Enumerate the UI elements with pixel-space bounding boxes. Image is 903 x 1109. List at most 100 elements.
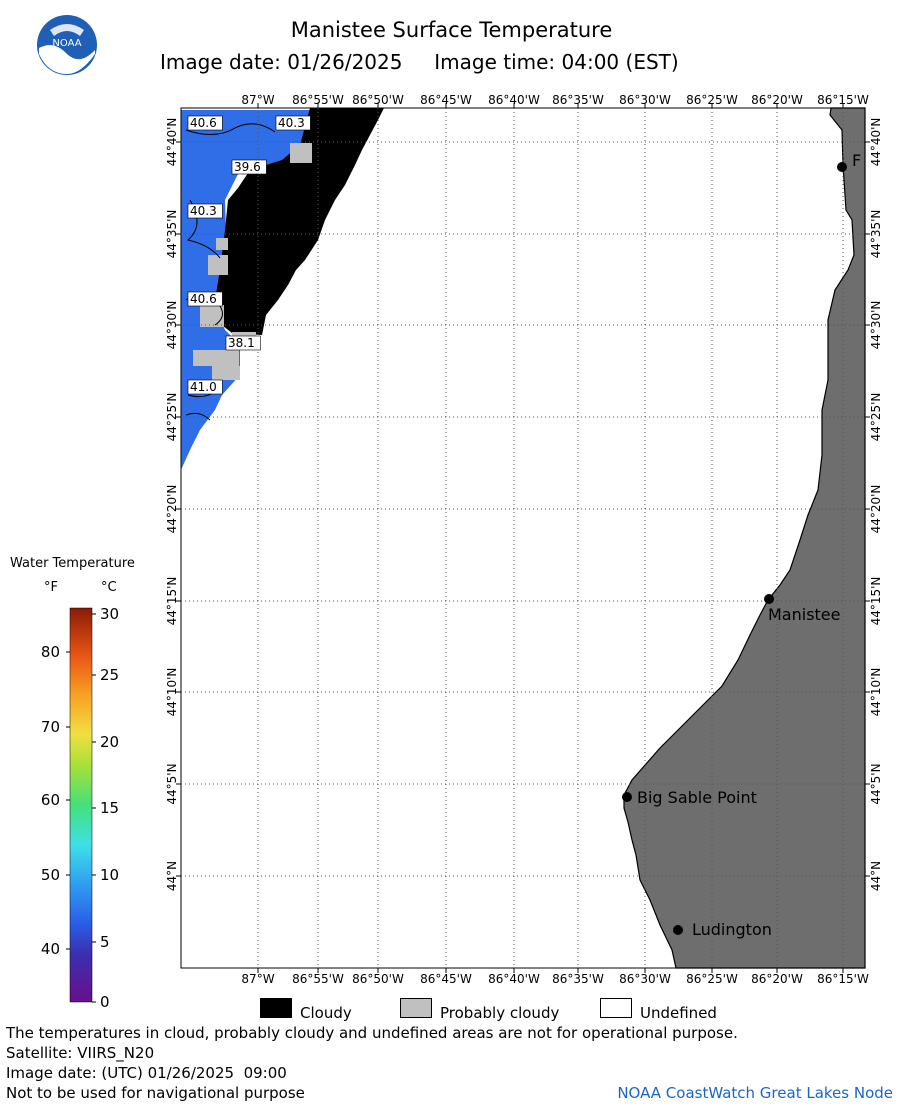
lon-label-bottom: 86°35'W bbox=[552, 972, 604, 986]
colorbar-c-label: 0 bbox=[100, 993, 110, 1011]
colorbar-c-label: 25 bbox=[100, 666, 119, 684]
land-area bbox=[623, 107, 866, 969]
colorbar-c-label: 5 bbox=[100, 933, 110, 951]
isotherm-label: 40.3 bbox=[278, 116, 305, 130]
longitude-labels-bottom: 87°W 86°55'W 86°50'W 86°45'W 86°40'W 86°35'W 8… bbox=[241, 972, 869, 986]
lon-label-bottom: 86°20'W bbox=[751, 972, 803, 986]
isotherm-label: 41.0 bbox=[190, 380, 217, 394]
latitude-labels-right: 44°40'N 44°35'N 44°30'N 44°25'N 44°20'N 44°15… bbox=[869, 118, 883, 892]
isotherm-label-box bbox=[187, 115, 223, 131]
colorbar-unit-f: °F bbox=[44, 580, 58, 595]
isotherm-label: 38.1 bbox=[228, 336, 255, 350]
place-marker bbox=[622, 792, 632, 802]
isotherm-label-box bbox=[275, 115, 311, 131]
lon-label-bottom: 86°40'W bbox=[488, 972, 540, 986]
colorbar-c-label: 20 bbox=[100, 733, 119, 751]
lon-label-bottom: 86°50'W bbox=[352, 972, 404, 986]
graticule-ticks bbox=[176, 103, 870, 973]
isotherm-label-box bbox=[225, 335, 261, 351]
lat-label-left: 44°15'N bbox=[165, 577, 179, 626]
lat-label-left: 44°N bbox=[165, 861, 179, 891]
isotherm-label-box bbox=[187, 203, 223, 219]
place-label: Manistee bbox=[768, 605, 841, 624]
lon-label-top: 87°W bbox=[241, 93, 274, 107]
isotherm-labels: 40.6 40.3 39.6 40.3 40.6 38.1 41.0 bbox=[187, 115, 311, 395]
cloudy-area bbox=[215, 108, 384, 335]
lon-label-bottom: 86°30'W bbox=[619, 972, 671, 986]
satellite-text: Satellite: VIIRS_N20 bbox=[6, 1044, 155, 1062]
lat-label-right: 44°40'N bbox=[869, 118, 883, 167]
legend-label-cloudy: Cloudy bbox=[300, 1004, 352, 1022]
lon-label-top: 86°15'W bbox=[817, 93, 869, 107]
utc-date-text: Image date: (UTC) 01/26/2025 09:00 bbox=[6, 1064, 287, 1082]
map-subtitle: Image date: 01/26/2025 Image time: 04:00… bbox=[160, 50, 679, 74]
legend-swatch-cloudy bbox=[260, 998, 292, 1018]
lon-label-top: 86°20'W bbox=[751, 93, 803, 107]
colorbar-c-label: 30 bbox=[100, 605, 119, 623]
colorbar-c-label: 10 bbox=[100, 866, 119, 884]
isotherm-label-box bbox=[187, 379, 223, 395]
navigation-warning: Not to be used for navigational purpose bbox=[6, 1084, 305, 1102]
isotherm-label: 40.6 bbox=[190, 116, 217, 130]
lat-label-right: 44°15'N bbox=[869, 577, 883, 626]
credit-text: NOAA CoastWatch Great Lakes Node bbox=[617, 1084, 893, 1102]
legend-swatch-undefined bbox=[600, 998, 632, 1018]
lat-label-left: 44°10'N bbox=[165, 668, 179, 717]
lat-label-right: 44°20'N bbox=[869, 485, 883, 534]
lon-label-bottom: 87°W bbox=[241, 972, 274, 986]
place-marker bbox=[837, 162, 847, 172]
legend-label-probably-cloudy: Probably cloudy bbox=[440, 1004, 560, 1022]
map-title: Manistee Surface Temperature bbox=[290, 18, 613, 42]
lat-label-right: 44°30'N bbox=[869, 301, 883, 350]
lon-label-top: 86°50'W bbox=[352, 93, 404, 107]
isotherm-label-box bbox=[187, 291, 223, 307]
lat-label-left: 44°40'N bbox=[165, 118, 179, 167]
lon-label-top: 86°25'W bbox=[686, 93, 738, 107]
legend-label-undefined: Undefined bbox=[640, 1004, 717, 1022]
place-marker bbox=[764, 594, 774, 604]
isotherm-label: 39.6 bbox=[234, 160, 261, 174]
place-label: Ludington bbox=[692, 920, 772, 939]
isotherm-label: 40.3 bbox=[190, 204, 217, 218]
lon-label-bottom: 86°25'W bbox=[686, 972, 738, 986]
longitude-labels-top: 87°W 86°55'W 86°50'W 86°45'W 86°40'W 86°35'W 8… bbox=[241, 93, 869, 107]
legend-swatch-probably-cloudy bbox=[400, 998, 432, 1018]
graticule-grid bbox=[181, 108, 865, 968]
colorbar-f-label: 40 bbox=[41, 940, 60, 958]
place-marker bbox=[673, 925, 683, 935]
lat-label-right: 44°25'N bbox=[869, 393, 883, 442]
colorbar-f-label: 60 bbox=[41, 791, 60, 809]
lon-label-top: 86°45'W bbox=[420, 93, 472, 107]
colorbar-unit-c: °C bbox=[101, 580, 117, 595]
lon-label-top: 86°40'W bbox=[488, 93, 540, 107]
place-markers: F Manistee Big Sable Point Ludington bbox=[622, 151, 861, 939]
lon-label-bottom: 86°45'W bbox=[420, 972, 472, 986]
lon-label-bottom: 86°15'W bbox=[817, 972, 869, 986]
lat-label-right: 44°N bbox=[869, 861, 883, 891]
lat-label-right: 44°10'N bbox=[869, 668, 883, 717]
place-label: Big Sable Point bbox=[637, 788, 757, 807]
lat-label-left: 44°5'N bbox=[165, 763, 179, 804]
latitude-labels-left: 44°40'N 44°35'N 44°30'N 44°25'N 44°20'N 44°15… bbox=[165, 118, 179, 892]
colorbar-title: Water Temperature bbox=[10, 556, 135, 571]
lat-label-right: 44°35'N bbox=[869, 210, 883, 259]
colorbar-f-label: 50 bbox=[41, 866, 60, 884]
isotherm-label: 40.6 bbox=[190, 292, 217, 306]
lat-label-left: 44°20'N bbox=[165, 485, 179, 534]
isotherm-label-box bbox=[231, 159, 267, 175]
place-label: F bbox=[852, 151, 861, 170]
lat-label-left: 44°35'N bbox=[165, 210, 179, 259]
lat-label-left: 44°25'N bbox=[165, 393, 179, 442]
lon-label-bottom: 86°55'W bbox=[292, 972, 344, 986]
lat-label-left: 44°30'N bbox=[165, 301, 179, 350]
colorbar-f-label: 80 bbox=[41, 643, 60, 661]
noaa-logo-icon: NOAA bbox=[37, 15, 97, 75]
lat-label-right: 44°5'N bbox=[869, 763, 883, 804]
disclaimer-text: The temperatures in cloud, probably clou… bbox=[6, 1024, 738, 1042]
colorbar-c-label: 15 bbox=[100, 799, 119, 817]
colorbar-f-label: 70 bbox=[41, 718, 60, 736]
lon-label-top: 86°35'W bbox=[552, 93, 604, 107]
